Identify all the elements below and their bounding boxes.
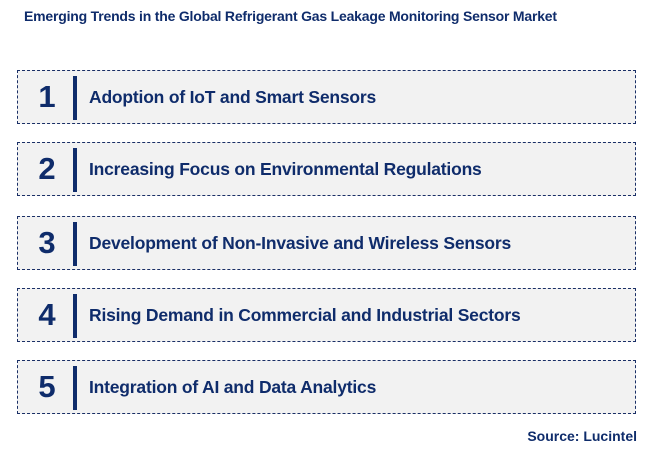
divider-bar <box>73 148 77 192</box>
trend-label: Increasing Focus on Environmental Regula… <box>89 158 482 179</box>
divider-bar <box>73 222 77 266</box>
trend-number: 5 <box>38 369 56 404</box>
trend-label: Rising Demand in Commercial and Industri… <box>89 304 521 325</box>
trend-number: 1 <box>38 79 56 114</box>
trend-item-5: 5 Integration of AI and Data Analytics <box>17 360 636 414</box>
source-credit: Source: Lucintel <box>527 428 637 444</box>
trend-number: 2 <box>38 151 56 186</box>
trend-number: 3 <box>38 225 56 260</box>
trend-label: Development of Non-Invasive and Wireless… <box>89 232 512 253</box>
diagram-title: Emerging Trends in the Global Refrigeran… <box>24 8 557 24</box>
divider-bar <box>73 76 77 120</box>
divider-bar <box>73 366 77 410</box>
trend-item-3: 3 Development of Non-Invasive and Wirele… <box>17 216 636 270</box>
trend-number: 4 <box>38 297 56 332</box>
trend-item-2: 2 Increasing Focus on Environmental Regu… <box>17 142 636 196</box>
trend-label: Adoption of IoT and Smart Sensors <box>89 86 377 107</box>
divider-bar <box>73 294 77 338</box>
trend-item-1: 1 Adoption of IoT and Smart Sensors <box>17 70 636 124</box>
trend-item-4: 4 Rising Demand in Commercial and Indust… <box>17 288 636 342</box>
trend-label: Integration of AI and Data Analytics <box>89 376 377 397</box>
